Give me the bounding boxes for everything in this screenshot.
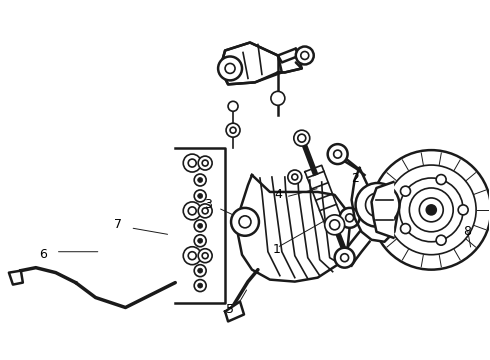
Circle shape: [419, 198, 443, 222]
Polygon shape: [220, 42, 282, 84]
Circle shape: [183, 154, 201, 172]
Polygon shape: [352, 168, 397, 242]
Circle shape: [325, 215, 344, 235]
Circle shape: [197, 238, 203, 243]
Circle shape: [194, 174, 206, 186]
Polygon shape: [9, 271, 23, 285]
Polygon shape: [238, 175, 349, 282]
Polygon shape: [278, 49, 302, 72]
Circle shape: [271, 91, 285, 105]
Circle shape: [197, 193, 203, 198]
Circle shape: [197, 223, 203, 228]
Circle shape: [194, 265, 206, 276]
Circle shape: [194, 190, 206, 202]
Circle shape: [198, 156, 212, 170]
Circle shape: [335, 248, 355, 268]
Circle shape: [288, 170, 302, 184]
Circle shape: [409, 188, 453, 232]
Circle shape: [183, 247, 201, 265]
Circle shape: [371, 150, 490, 270]
Circle shape: [458, 205, 468, 215]
Text: 8: 8: [463, 225, 471, 238]
Circle shape: [197, 268, 203, 273]
Polygon shape: [225, 302, 244, 321]
Circle shape: [436, 235, 446, 245]
Circle shape: [340, 208, 360, 228]
Circle shape: [228, 101, 238, 111]
Circle shape: [198, 204, 212, 218]
Circle shape: [356, 183, 399, 227]
Text: 2: 2: [351, 171, 359, 185]
Circle shape: [226, 123, 240, 137]
Circle shape: [218, 57, 242, 80]
Circle shape: [436, 175, 446, 185]
Polygon shape: [305, 165, 343, 228]
Circle shape: [197, 177, 203, 183]
Circle shape: [294, 130, 310, 146]
Circle shape: [328, 144, 347, 164]
Circle shape: [400, 224, 411, 234]
Circle shape: [194, 280, 206, 292]
Text: 1: 1: [273, 243, 281, 256]
Text: 5: 5: [226, 303, 234, 316]
Text: 7: 7: [115, 218, 122, 231]
Circle shape: [399, 178, 463, 242]
Text: 6: 6: [39, 248, 47, 261]
Circle shape: [296, 46, 314, 64]
Circle shape: [387, 165, 476, 255]
Circle shape: [198, 249, 212, 263]
Circle shape: [183, 202, 201, 220]
Polygon shape: [371, 182, 393, 238]
Circle shape: [231, 208, 259, 236]
Circle shape: [400, 186, 411, 196]
Circle shape: [197, 283, 203, 288]
Circle shape: [426, 205, 436, 215]
Text: 3: 3: [204, 198, 212, 211]
Circle shape: [194, 220, 206, 232]
Circle shape: [194, 235, 206, 247]
Text: 4: 4: [274, 188, 282, 202]
